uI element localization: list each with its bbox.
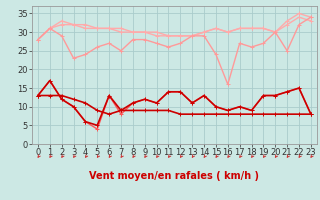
X-axis label: Vent moyen/en rafales ( km/h ): Vent moyen/en rafales ( km/h ) xyxy=(89,171,260,181)
